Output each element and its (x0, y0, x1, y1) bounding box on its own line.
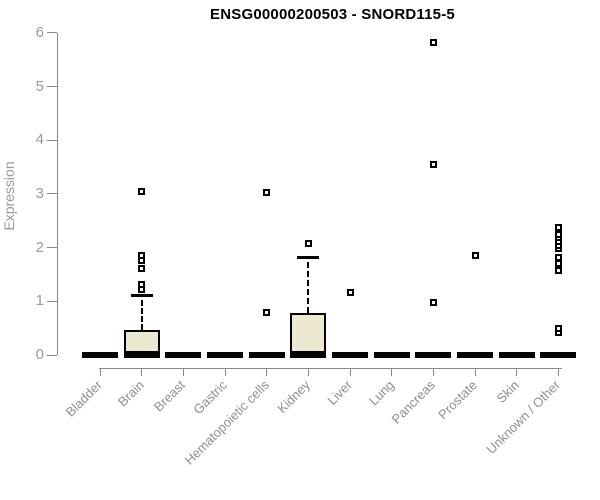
median-bar (332, 352, 369, 358)
y-axis-tick (47, 139, 57, 141)
outlier-point (138, 281, 146, 289)
median-bar (290, 352, 327, 358)
x-axis-tick (182, 368, 184, 376)
y-axis-tick (47, 300, 57, 302)
y-tick-label: 0 (35, 346, 44, 363)
median-bar (82, 352, 118, 358)
median-bar (373, 352, 410, 358)
x-axis-tick (557, 368, 559, 376)
outlier-point (346, 288, 354, 296)
whisker-cap (130, 294, 153, 298)
y-tick-label: 4 (35, 131, 44, 149)
outlier-point (263, 189, 271, 197)
y-tick-label: 1 (35, 292, 44, 310)
outlier-point (263, 309, 271, 317)
y-axis-tick (47, 193, 57, 195)
outlier-point (138, 188, 146, 196)
outlier-point (554, 267, 562, 275)
upper-whisker (307, 261, 310, 314)
outlier-point (554, 230, 562, 238)
median-bar (165, 352, 202, 358)
outlier-point (554, 325, 562, 333)
y-axis-tick (47, 86, 57, 88)
outlier-point (138, 252, 146, 260)
upper-whisker (140, 299, 143, 330)
x-axis-tick (391, 368, 393, 376)
x-axis-tick (474, 368, 476, 376)
y-tick-label: 3 (35, 184, 44, 202)
outlier-point (429, 39, 437, 47)
median-bar (248, 352, 285, 358)
x-axis-tick (141, 368, 143, 376)
outlier-point (304, 240, 312, 248)
y-axis-line (57, 33, 58, 355)
x-axis-tick (432, 368, 434, 376)
median-bar (207, 352, 243, 358)
outlier-point (554, 254, 562, 262)
y-axis-tick (47, 247, 57, 249)
x-axis-tick (307, 368, 309, 376)
box-kidney (290, 313, 327, 353)
box-brain (123, 329, 160, 353)
median-bar (498, 352, 535, 358)
median-bar (457, 352, 494, 358)
outlier-point (554, 224, 562, 232)
whisker-cap (297, 256, 320, 260)
y-tick-label: 5 (35, 77, 44, 95)
x-axis-tick (99, 368, 101, 376)
outlier-point (429, 160, 437, 168)
x-axis-tick (224, 368, 226, 376)
x-axis-tick (266, 368, 268, 376)
x-axis-line (99, 368, 563, 369)
x-axis-tick (516, 368, 518, 376)
outlier-point (138, 265, 146, 273)
y-axis-tick (47, 354, 57, 356)
x-axis-tick (349, 368, 351, 376)
y-axis-tick (47, 32, 57, 34)
median-bar (540, 352, 577, 358)
y-tick-label: 2 (35, 238, 44, 256)
median-bar (415, 352, 452, 358)
y-tick-label: 6 (35, 23, 44, 41)
median-bar (123, 352, 160, 358)
outlier-point (471, 251, 479, 259)
outlier-point (429, 299, 437, 307)
chart-title: ENSG00000200503 - SNORD115-5 (210, 6, 455, 23)
